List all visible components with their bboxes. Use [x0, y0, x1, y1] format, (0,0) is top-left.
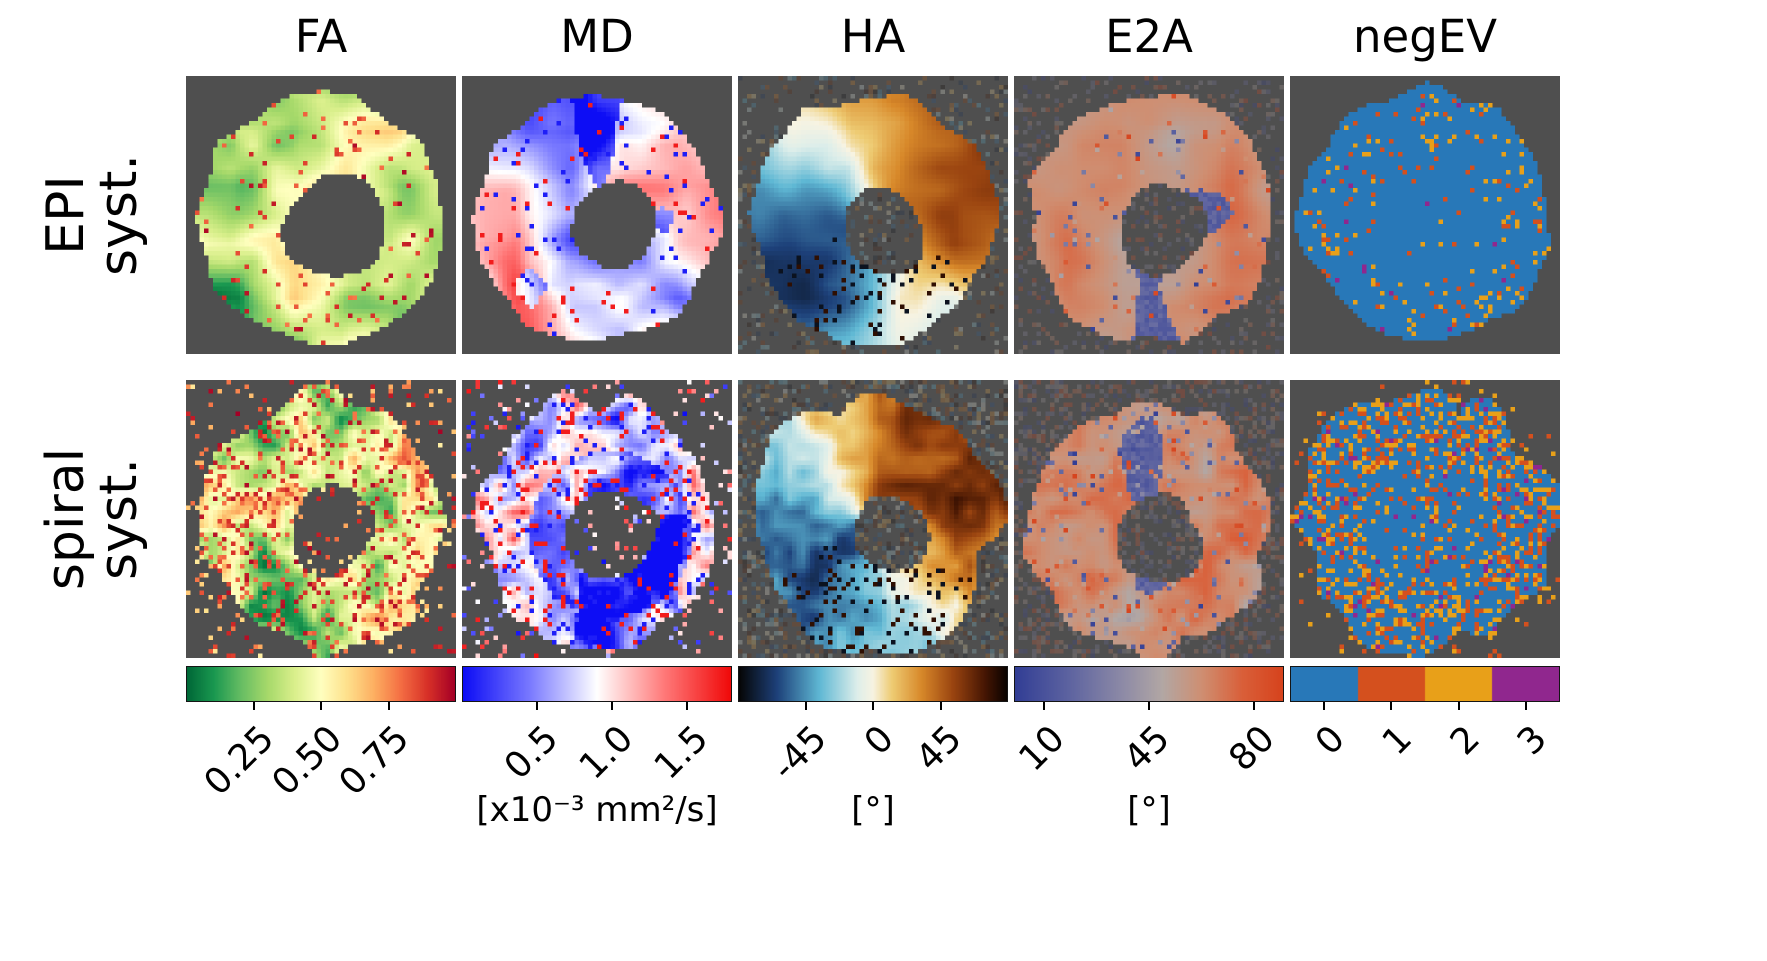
map-panel-epi-negev [1290, 76, 1560, 354]
colorbar-gradient-md [462, 666, 732, 702]
unit-label-fa [186, 790, 456, 830]
map-panel-spiral-fa [186, 380, 456, 658]
colorbar-gradient-negev [1290, 666, 1560, 702]
colorbar-gradient-fa [186, 666, 456, 702]
map-panel-spiral-ha [738, 380, 1008, 658]
tick-label-negev-2: 2 [1442, 718, 1488, 764]
colorbar-gradient-e2a [1014, 666, 1284, 702]
tick-label-e2a-2: 80 [1221, 718, 1284, 780]
column-header-fa: FA [294, 10, 348, 63]
tick-label-ha-0: -45 [763, 718, 835, 789]
row-label-text-epi: EPI syst. [35, 154, 149, 276]
colorbar-tick-e2a [1042, 702, 1045, 710]
tick-label-e2a-1: 45 [1116, 718, 1178, 780]
tick-label-e2a-0: 10 [1011, 718, 1073, 780]
row-label-line: syst. [89, 458, 149, 580]
unit-label-md: [x10⁻³ mm²/s] [476, 790, 718, 830]
colorbar-tick-fa [320, 702, 322, 710]
colorbar-tick-negev [1525, 702, 1528, 710]
tick-label-negev-0: 0 [1307, 718, 1353, 764]
column-header-ha: HA [840, 10, 906, 63]
colorbar-tick-fa [252, 702, 255, 710]
unit-label-ha: [°] [851, 790, 895, 830]
tick-label-md-2: 1.5 [646, 718, 716, 788]
colorbar-tick-ha [939, 702, 942, 710]
colorbar-row: 0.25 0.50 0.75 0.5 1.0 1.5 -45 0 45 10 45 80 0 1 2 3 [186, 666, 1560, 804]
map-panel-spiral-negev [1290, 380, 1560, 658]
map-panel-epi-md [462, 76, 732, 354]
colorbar-tick-e2a [1148, 702, 1150, 710]
row-label-epi: EPI syst. [0, 76, 186, 354]
column-header-row: FA MD HA E2A negEV [186, 10, 1560, 63]
colorbar-tick-e2a [1253, 702, 1256, 710]
colorbar-tick-ha [872, 702, 874, 710]
colorbar-tick-negev [1322, 702, 1325, 710]
column-header-md: MD [560, 10, 634, 63]
row-label-spiral: spiral syst. [0, 380, 186, 658]
unit-label-e2a: [°] [1127, 790, 1171, 830]
tick-label-negev-3: 3 [1510, 718, 1556, 764]
row-label-line: spiral [35, 447, 96, 591]
map-grid [186, 76, 1560, 658]
colorbar-e2a: 10 45 80 [1012, 666, 1284, 779]
colorbar-fa: 0.25 0.50 0.75 [186, 666, 456, 804]
map-panel-spiral-e2a [1014, 380, 1284, 658]
colorbar-tick-md [685, 702, 688, 710]
map-panel-epi-ha [738, 76, 1008, 354]
row-label-line: syst. [89, 154, 149, 276]
row-label-text-spiral: spiral syst. [35, 447, 149, 591]
units-row: [x10⁻³ mm²/s] [°] [°] [186, 790, 1560, 830]
colorbar-tick-md [611, 702, 614, 710]
row-label-line: EPI [35, 175, 96, 255]
colorbar-tick-md [536, 702, 539, 710]
column-header-negev: negEV [1353, 10, 1497, 63]
tick-label-negev-1: 1 [1375, 718, 1421, 764]
colorbar-md: 0.5 1.0 1.5 [462, 666, 732, 787]
colorbar-tick-fa [387, 702, 390, 710]
colorbar-tick-negev [1390, 702, 1393, 710]
colorbar-tick-negev [1457, 702, 1460, 710]
map-panel-epi-e2a [1014, 76, 1284, 354]
tick-label-md-1: 1.0 [571, 718, 642, 788]
tick-label-ha-1: 0 [856, 718, 902, 764]
tick-label-md-0: 0.5 [496, 718, 567, 788]
unit-label-negev [1290, 790, 1560, 830]
tick-label-ha-2: 45 [908, 718, 970, 780]
map-panel-epi-fa [186, 76, 456, 354]
column-header-e2a: E2A [1105, 10, 1193, 63]
colorbar-tick-ha [804, 702, 807, 710]
colorbar-gradient-ha [738, 666, 1008, 702]
colorbar-ha: -45 0 45 [738, 666, 1008, 789]
map-panel-spiral-md [462, 380, 732, 658]
